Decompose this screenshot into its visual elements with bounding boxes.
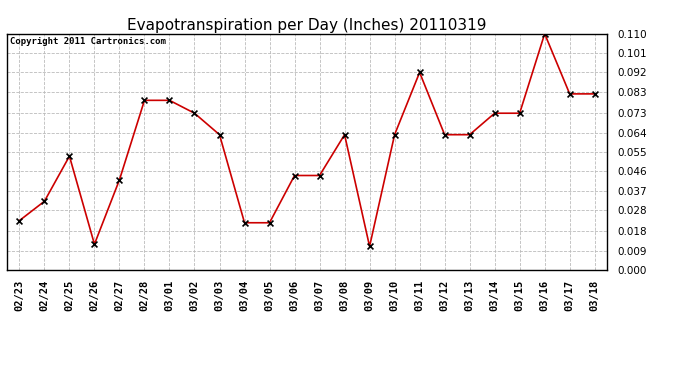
Point <box>539 31 550 37</box>
Point <box>139 98 150 104</box>
Point <box>189 110 200 116</box>
Point <box>414 69 425 75</box>
Point <box>39 198 50 204</box>
Point <box>289 172 300 178</box>
Point <box>314 172 325 178</box>
Point <box>364 243 375 249</box>
Point <box>64 153 75 159</box>
Title: Evapotranspiration per Day (Inches) 20110319: Evapotranspiration per Day (Inches) 2011… <box>127 18 487 33</box>
Point <box>389 132 400 138</box>
Point <box>114 177 125 183</box>
Point <box>589 91 600 97</box>
Point <box>89 241 100 247</box>
Point <box>564 91 575 97</box>
Point <box>14 217 25 223</box>
Point <box>514 110 525 116</box>
Point <box>239 220 250 226</box>
Point <box>214 132 225 138</box>
Point <box>339 132 350 138</box>
Point <box>164 98 175 104</box>
Text: Copyright 2011 Cartronics.com: Copyright 2011 Cartronics.com <box>10 37 166 46</box>
Point <box>439 132 450 138</box>
Point <box>464 132 475 138</box>
Point <box>489 110 500 116</box>
Point <box>264 220 275 226</box>
